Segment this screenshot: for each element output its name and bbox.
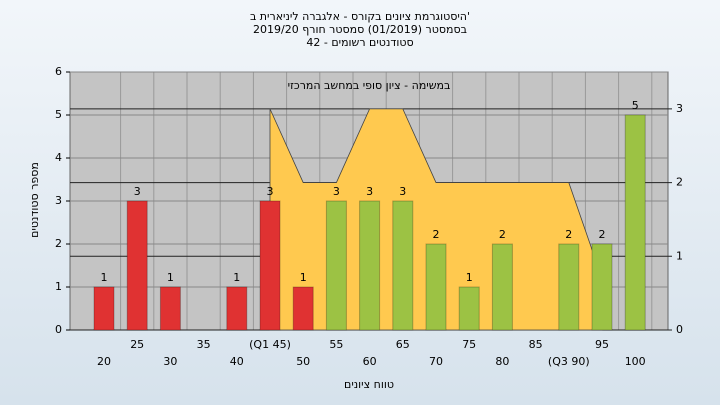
y2-tick-label: 2 — [676, 176, 683, 189]
bar — [93, 286, 115, 331]
x-tick-label: 50 — [296, 355, 310, 368]
bar — [325, 200, 347, 331]
x-tick-label: 70 — [429, 355, 443, 368]
annotation: במשימה - ציון סופי במחשב המרכזי — [288, 79, 451, 92]
bar — [558, 243, 580, 331]
y-tick-label: 2 — [55, 237, 62, 250]
bar — [126, 200, 148, 331]
x-tick-label: 65 — [396, 338, 410, 351]
data-label: 2 — [499, 228, 506, 241]
data-label: 2 — [433, 228, 440, 241]
data-label: 3 — [267, 185, 274, 198]
x-tick-label: 20 — [97, 355, 111, 368]
y-axis-label: מספר סטודנטים — [28, 162, 41, 238]
bar — [458, 286, 480, 331]
chart-subtitle: סטודנטים רשומים - 42 — [306, 36, 413, 49]
x-tick-label: 85 — [529, 338, 543, 351]
bar — [425, 243, 447, 331]
x-tick-label: 35 — [197, 338, 211, 351]
bar — [392, 200, 414, 331]
y-tick-label: 1 — [55, 280, 62, 293]
y-tick-label: 4 — [55, 151, 62, 164]
bar — [591, 243, 613, 331]
bar — [159, 286, 181, 331]
x-tick-label: (Q1 45) — [249, 338, 291, 351]
y-tick-label: 0 — [55, 323, 62, 336]
data-label: 2 — [565, 228, 572, 241]
data-label: 1 — [233, 271, 240, 284]
data-label: 3 — [399, 185, 406, 198]
y-tick-label: 3 — [55, 194, 62, 207]
x-tick-label: 60 — [363, 355, 377, 368]
bar — [259, 200, 281, 331]
x-tick-label: (Q3 90) — [548, 355, 590, 368]
data-label: 1 — [167, 271, 174, 284]
x-tick-label: 40 — [230, 355, 244, 368]
x-axis-label: טווח ציונים — [344, 378, 394, 391]
chart-title: היסטוגרמת ציונים בקורס - אלגברה ליניארית… — [250, 10, 470, 23]
data-label: 5 — [632, 99, 639, 112]
bar — [292, 286, 314, 331]
y2-tick-label: 0 — [676, 323, 683, 336]
x-tick-label: 100 — [625, 355, 646, 368]
data-label: 3 — [134, 185, 141, 198]
bar — [226, 286, 248, 331]
y2-tick-label: 3 — [676, 102, 683, 115]
bar — [491, 243, 513, 331]
y-tick-label: 6 — [55, 65, 62, 78]
y-tick-label: 5 — [55, 108, 62, 121]
data-label: 1 — [466, 271, 473, 284]
data-label: 3 — [333, 185, 340, 198]
x-tick-label: 55 — [329, 338, 343, 351]
x-tick-label: 75 — [462, 338, 476, 351]
chart-subtitle: בסמסטר (01/2019) סמסטר חורף 2019/20 — [253, 23, 467, 36]
x-tick-label: 80 — [495, 355, 509, 368]
data-label: 1 — [101, 271, 108, 284]
bar — [359, 200, 381, 331]
bar — [624, 114, 646, 331]
data-label: 2 — [599, 228, 606, 241]
x-tick-label: 25 — [130, 338, 144, 351]
x-tick-label: 30 — [163, 355, 177, 368]
x-tick-label: 95 — [595, 338, 609, 351]
y2-tick-label: 1 — [676, 249, 683, 262]
data-label: 3 — [366, 185, 373, 198]
data-label: 1 — [300, 271, 307, 284]
